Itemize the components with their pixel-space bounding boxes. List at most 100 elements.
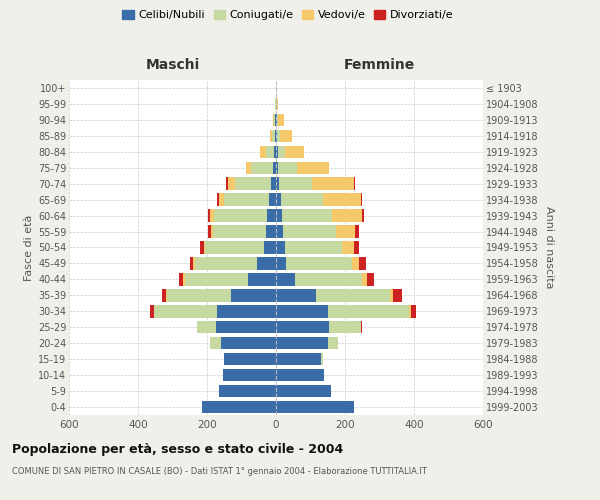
Bar [280,130,292,142]
Bar [274,114,275,126]
Bar [150,305,154,318]
Bar [205,242,264,254]
Bar [264,242,276,254]
Bar [276,210,282,222]
Bar [394,289,402,302]
Bar [362,210,364,222]
Bar [328,337,338,349]
Bar [337,226,355,238]
Bar [295,273,362,285]
Bar [286,257,352,270]
Bar [179,273,183,285]
Bar [235,178,271,190]
Bar [257,257,276,270]
Bar [208,210,211,222]
Bar [166,289,167,302]
Bar [215,321,276,334]
Bar [276,130,277,142]
Bar [278,114,284,126]
Bar [214,210,268,222]
Bar [183,273,185,285]
Bar [197,321,215,334]
Bar [154,305,217,318]
Bar [353,242,359,254]
Bar [275,98,276,110]
Bar [284,146,304,158]
Bar [260,146,266,158]
Bar [211,337,221,349]
Bar [276,114,277,126]
Bar [190,257,193,270]
Bar [266,226,276,238]
Bar [367,273,374,285]
Bar [276,178,280,190]
Bar [277,98,278,110]
Bar [274,146,276,158]
Bar [270,130,272,142]
Bar [276,289,316,302]
Bar [211,210,214,222]
Bar [276,146,278,158]
Bar [162,289,166,302]
Bar [211,226,213,238]
Bar [167,289,231,302]
Bar [213,226,266,238]
Bar [275,114,276,126]
Bar [296,162,329,174]
Bar [224,194,269,206]
Bar [248,273,276,285]
Bar [284,242,341,254]
Bar [276,194,281,206]
Bar [276,257,286,270]
Bar [277,114,278,126]
Bar [362,273,367,285]
Bar [276,353,321,366]
Bar [328,305,409,318]
Text: COMUNE DI SAN PIETRO IN CASALE (BO) - Dati ISTAT 1° gennaio 2004 - Elaborazione : COMUNE DI SAN PIETRO IN CASALE (BO) - Da… [12,468,427,476]
Bar [221,337,276,349]
Bar [219,385,276,398]
Bar [276,242,284,254]
Bar [245,162,251,174]
Bar [278,162,297,174]
Bar [280,178,312,190]
Bar [276,401,353,413]
Bar [224,353,276,366]
Bar [312,178,353,190]
Bar [277,130,280,142]
Bar [272,130,275,142]
Legend: Celibi/Nubili, Coniugati/e, Vedovi/e, Divorziati/e: Celibi/Nubili, Coniugati/e, Vedovi/e, Di… [118,6,458,25]
Bar [361,194,362,206]
Bar [361,321,362,334]
Bar [332,210,362,222]
Bar [208,226,211,238]
Bar [323,194,361,206]
Bar [228,178,235,190]
Bar [276,305,328,318]
Bar [281,194,323,206]
Bar [316,289,390,302]
Bar [282,210,332,222]
Bar [268,210,276,222]
Y-axis label: Fasce di età: Fasce di età [23,214,34,280]
Bar [352,257,359,270]
Text: Femmine: Femmine [344,58,415,72]
Bar [390,289,394,302]
Bar [202,401,276,413]
Bar [276,321,329,334]
Bar [219,194,224,206]
Bar [269,194,276,206]
Bar [251,162,273,174]
Bar [276,98,277,110]
Y-axis label: Anni di nascita: Anni di nascita [544,206,554,288]
Bar [341,242,353,254]
Bar [276,273,295,285]
Text: Popolazione per età, sesso e stato civile - 2004: Popolazione per età, sesso e stato civil… [12,442,343,456]
Bar [276,162,278,174]
Bar [276,385,331,398]
Bar [223,369,276,382]
Bar [359,257,366,270]
Bar [409,305,410,318]
Bar [353,178,355,190]
Bar [272,114,274,126]
